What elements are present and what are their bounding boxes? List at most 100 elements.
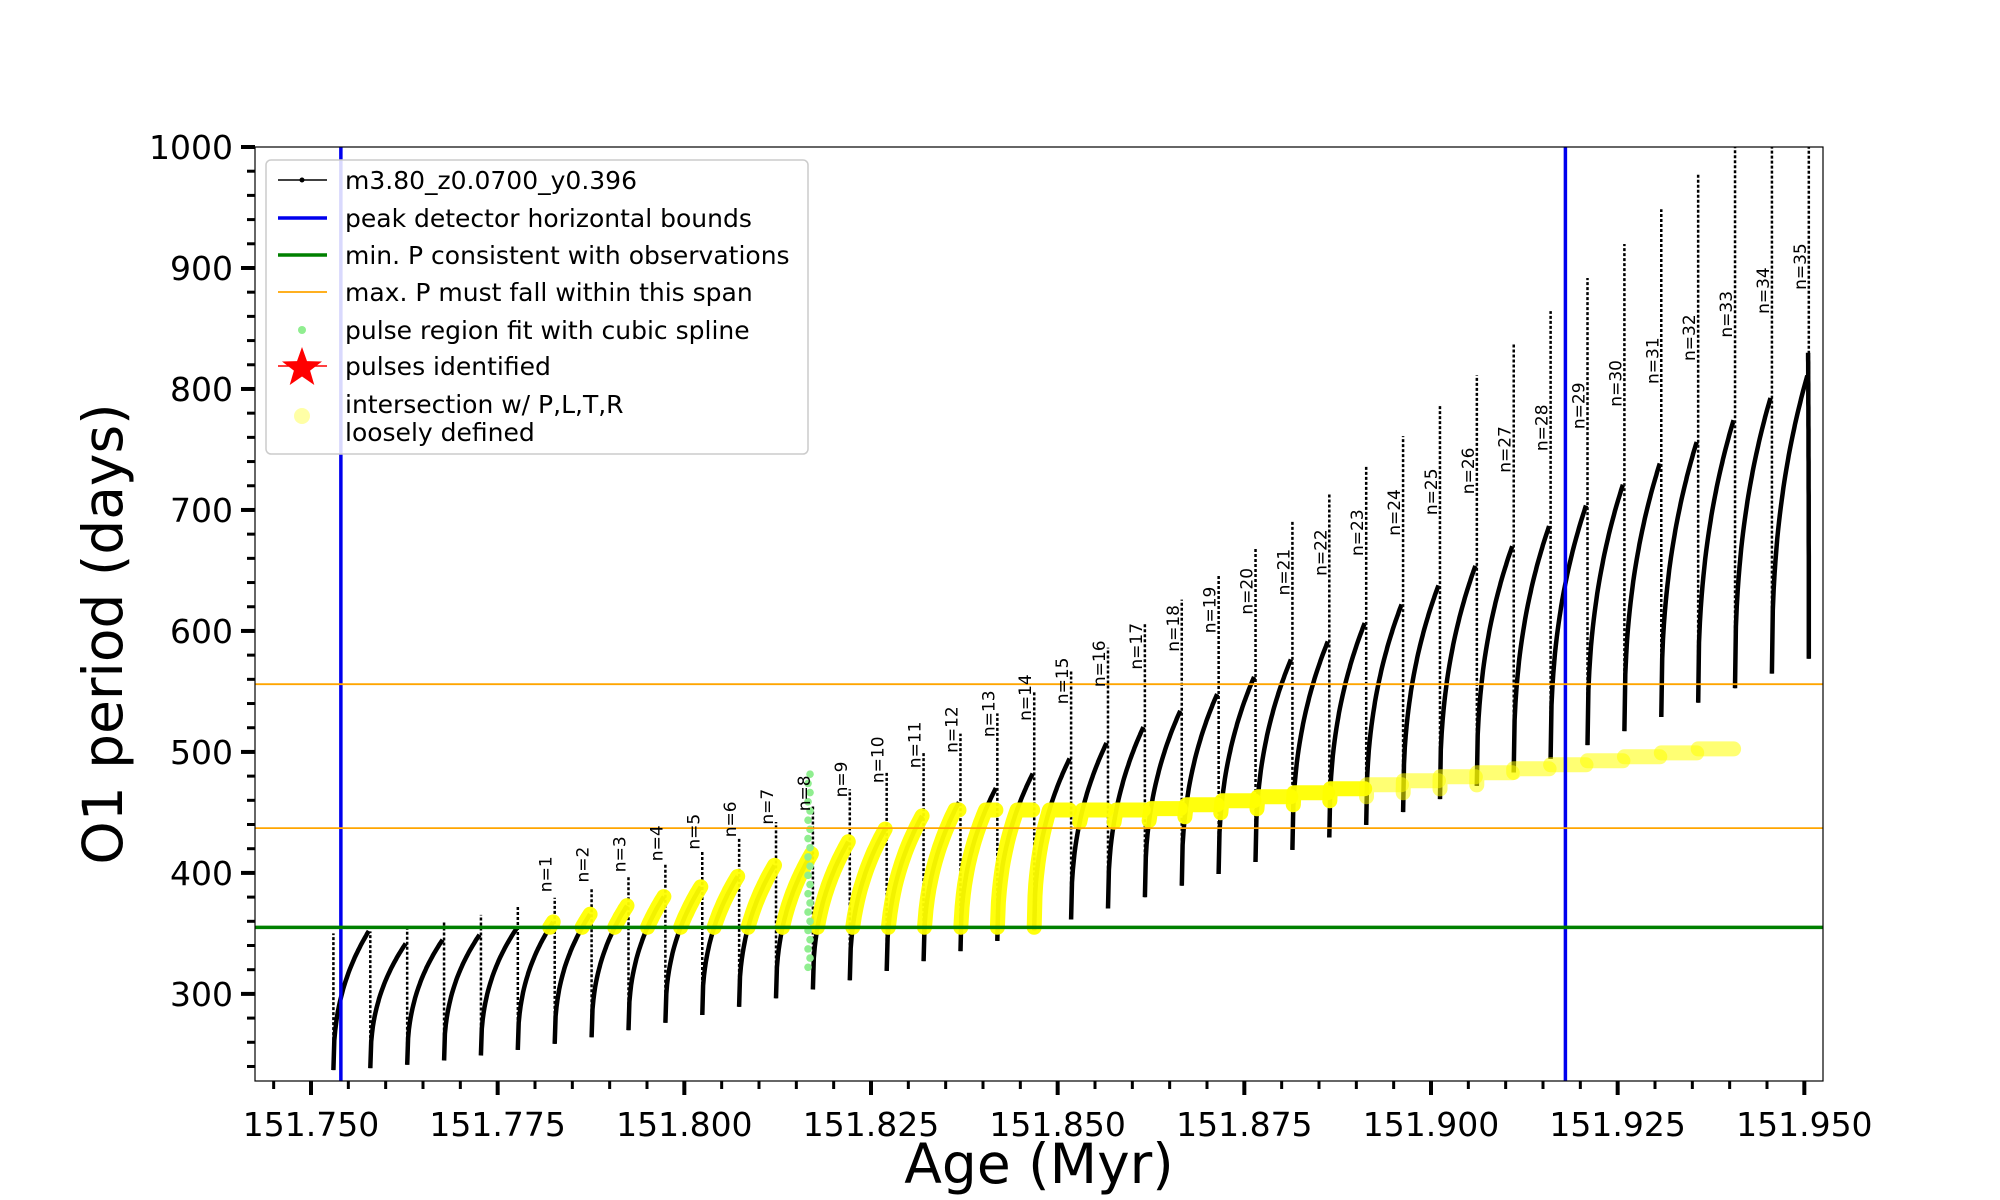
pulse-label: n=18 — [1164, 605, 1184, 652]
spline-point — [804, 834, 812, 843]
model-curve-segment — [1511, 525, 1552, 773]
model-curve-segment — [404, 938, 445, 1065]
y-axis-title: O1 period (days) — [71, 403, 135, 864]
model-curve-segment — [1732, 397, 1773, 689]
model-curve-segment — [1585, 483, 1626, 746]
intersection-region — [1213, 793, 1262, 821]
pulse-label: n=30 — [1606, 360, 1626, 407]
pulse-label: n=4 — [647, 825, 667, 861]
spline-point — [804, 816, 812, 824]
spline-point — [806, 862, 814, 870]
pulse-label: n=7 — [758, 789, 778, 825]
legend-entry: pulses identified — [278, 347, 551, 385]
model-curve-segment — [1290, 640, 1330, 850]
pulse-label: n=3 — [611, 836, 631, 872]
spline-point — [806, 880, 814, 889]
x-tick-label: 151.875 — [1176, 1105, 1312, 1144]
spline-point — [804, 779, 812, 788]
intersection-region — [1395, 773, 1446, 801]
model-curve-segment — [1400, 584, 1441, 813]
pulse-label: n=11 — [906, 722, 926, 769]
pulse-label: n=32 — [1680, 314, 1700, 361]
pulse-label: n=12 — [943, 706, 963, 753]
legend-entry: m3.80_z0.0700_y0.396 — [278, 166, 637, 195]
intersection-region — [640, 889, 672, 935]
y-tick-label: 1000 — [149, 128, 233, 167]
spline-point — [804, 871, 812, 880]
model-curve-segment — [1805, 352, 1812, 659]
model-curve-segment — [1327, 622, 1367, 838]
intersection-region — [1026, 802, 1078, 935]
pulse-label: n=14 — [1016, 674, 1036, 721]
intersection-region — [1177, 797, 1225, 825]
x-tick-label: 151.825 — [803, 1105, 939, 1144]
spline-point — [806, 788, 814, 797]
intersection-region — [1432, 769, 1483, 797]
pulse-label: n=22 — [1311, 529, 1331, 576]
intersection-region — [1141, 801, 1188, 829]
x-axis-title: Age (Myr) — [904, 1132, 1173, 1196]
spline-point — [804, 889, 812, 898]
legend-label: pulse region fit with cubic spline — [345, 316, 750, 345]
intersection-region — [917, 802, 967, 935]
model-curve-segment — [515, 920, 556, 1050]
y-tick-label: 900 — [170, 249, 233, 288]
y-tick-label: 300 — [170, 975, 233, 1014]
intersection-region — [989, 802, 1041, 935]
legend-handle — [298, 326, 306, 334]
pulse-label: n=10 — [869, 736, 889, 783]
x-tick-label: 151.800 — [616, 1105, 752, 1144]
pulse-label: n=8 — [795, 775, 815, 811]
pulse-label: n=33 — [1717, 291, 1737, 338]
pulse-label: n=35 — [1791, 243, 1811, 290]
data-layer — [331, 147, 1812, 1071]
model-curve-segment — [1363, 603, 1404, 825]
spline-point — [804, 908, 812, 916]
pulse-label: n=21 — [1274, 549, 1294, 596]
spline-point — [806, 899, 814, 907]
intersection-region — [1072, 802, 1114, 830]
y-tick-label: 400 — [170, 854, 233, 893]
legend-label: intersection w/ P,L,T,R — [345, 390, 624, 419]
intersection-region — [1469, 765, 1520, 793]
y-tick-label: 600 — [170, 612, 233, 651]
model-curve-segment — [1548, 504, 1589, 759]
legend-label: pulses identified — [345, 352, 551, 381]
spline-point — [806, 807, 814, 815]
intersection-region — [1106, 802, 1151, 830]
axes: 151.750 151.775 151.800 151.825 151.850 151.8… — [149, 128, 1873, 1144]
pulse-label: n=19 — [1201, 587, 1221, 634]
model-curve-segment — [1179, 693, 1220, 886]
pulse-label: n=25 — [1422, 468, 1442, 515]
x-tick-label: 151.900 — [1363, 1105, 1499, 1144]
pulse-label: n=34 — [1754, 267, 1774, 314]
pulse-label: n=23 — [1348, 509, 1368, 556]
intersection-region — [607, 898, 635, 935]
pulse-label: n=5 — [684, 814, 704, 850]
spline-point — [806, 917, 814, 926]
legend-entry: min. P consistent with observations — [278, 241, 790, 270]
y-tick-label: 500 — [170, 733, 233, 772]
intersection-region — [845, 821, 893, 935]
x-tick-label: 151.925 — [1549, 1105, 1685, 1144]
intersection-region — [706, 868, 746, 935]
spline-point — [804, 853, 812, 861]
legend-label: max. P must fall within this span — [345, 278, 753, 307]
pulse-label: n=20 — [1238, 568, 1258, 615]
spline-point — [804, 797, 812, 806]
pulse-label: n=13 — [979, 690, 999, 737]
model-curve-segment — [1216, 676, 1257, 875]
intersection-region — [740, 857, 782, 935]
intersection-region — [1359, 777, 1410, 805]
legend-label: peak detector horizontal bounds — [345, 204, 752, 233]
legend-entry: pulse region fit with cubic spline — [298, 316, 750, 345]
intersection-region — [880, 808, 930, 935]
pulse-label: n=16 — [1090, 640, 1110, 687]
model-curve-segment — [368, 942, 408, 1069]
pulse-label: n=9 — [832, 762, 852, 798]
legend-handle — [294, 408, 310, 424]
spline-point — [804, 963, 812, 972]
spline-point — [806, 935, 814, 944]
